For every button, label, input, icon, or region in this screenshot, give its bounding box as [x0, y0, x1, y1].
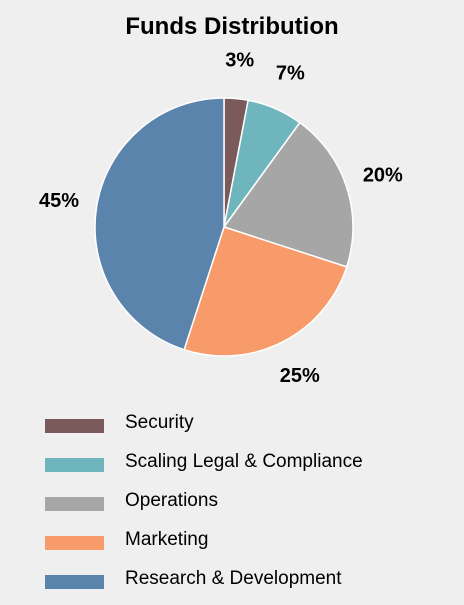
legend-item-research-development: Research & Development	[45, 566, 445, 605]
pie-chart: 3% 7% 20% 25% 45%	[39, 50, 403, 387]
legend-label: Scaling Legal & Compliance	[125, 451, 363, 472]
legend-swatch	[45, 419, 104, 433]
slice-label: 3%	[225, 50, 254, 72]
chart-title: Funds Distribution	[125, 13, 339, 40]
legend: Security Scaling Legal & Compliance Oper…	[45, 410, 445, 605]
slice-label: 7%	[276, 63, 305, 85]
legend-item-scaling-legal-compliance: Scaling Legal & Compliance	[45, 449, 445, 488]
legend-label: Research & Development	[125, 568, 342, 589]
pie-slice-research-development	[94, 97, 225, 351]
legend-item-operations: Operations	[45, 488, 445, 527]
legend-swatch	[45, 575, 104, 589]
legend-swatch	[45, 497, 104, 511]
pie-slices	[94, 97, 354, 357]
pie-slice-operations	[222, 121, 354, 268]
legend-item-security: Security	[45, 410, 445, 449]
legend-swatch	[45, 536, 104, 550]
legend-swatch	[45, 458, 104, 472]
legend-label: Marketing	[125, 529, 209, 550]
pie-slice-marketing	[183, 226, 348, 357]
slice-label: 45%	[39, 190, 79, 212]
slice-label: 25%	[280, 365, 320, 387]
slice-label: 20%	[363, 164, 403, 186]
legend-label: Security	[125, 412, 194, 433]
legend-label: Operations	[125, 490, 218, 511]
pie-slice-labels: 3% 7% 20% 25% 45%	[39, 50, 403, 387]
legend-item-marketing: Marketing	[45, 527, 445, 566]
